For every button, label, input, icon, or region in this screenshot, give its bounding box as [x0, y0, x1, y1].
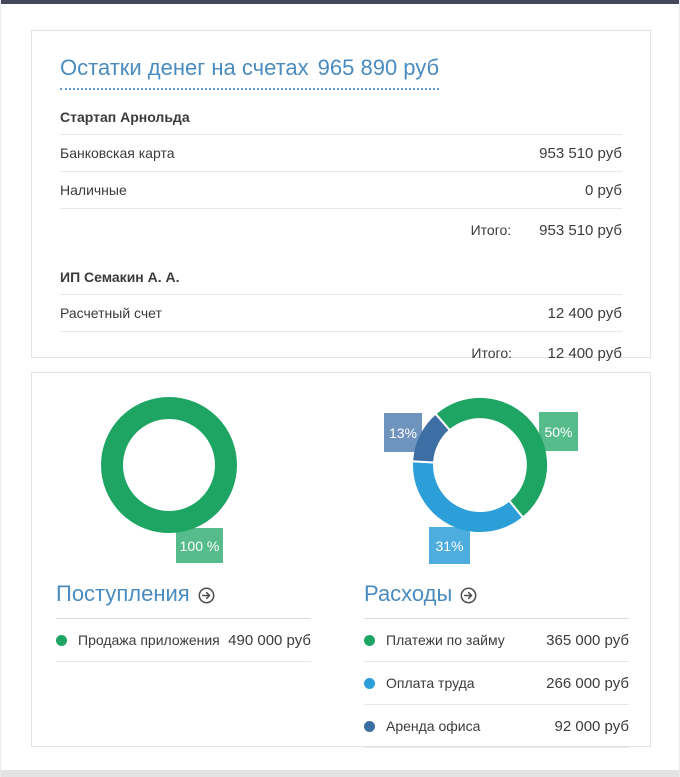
top-accent-bar	[1, 0, 679, 4]
charts-area: 100 % 50% 31% 13%	[32, 373, 650, 579]
total-label: Итого:	[470, 222, 512, 239]
account-group-name: ИП Семакин А. А.	[60, 262, 622, 296]
expenses-heading-link[interactable]: Расходы	[364, 579, 629, 619]
legend-item: Аренда офиса 92 000 руб	[364, 705, 629, 748]
balance-row: Расчетный счет 12 400 руб	[60, 295, 622, 333]
legend-amount: 365 000 руб	[546, 631, 629, 649]
legend-item: Продажа приложения 490 000 руб	[56, 619, 311, 662]
legend-amount: 490 000 руб	[228, 631, 311, 649]
balance-row: Наличные 0 руб	[60, 172, 622, 210]
balances-table: Стартап Арнольда Банковская карта 953 51…	[60, 102, 622, 374]
balances-title-link[interactable]: Остатки денег на счетах 965 890 руб	[60, 55, 440, 91]
legend-dot	[364, 634, 375, 646]
legend-amount: 266 000 руб	[546, 674, 629, 692]
income-heading-link[interactable]: Поступления	[56, 579, 311, 619]
expenses-percent-label-loan: 50%	[539, 412, 578, 451]
legend-label: Продажа приложения	[78, 632, 220, 648]
balances-card: Остатки денег на счетах 965 890 руб Старт…	[31, 30, 651, 362]
group-name-text: ИП Семакин А. А.	[60, 269, 180, 286]
legend-label: Аренда офиса	[386, 718, 481, 734]
account-amount: 953 510 руб	[539, 144, 622, 162]
total-amount: 12 400 руб	[547, 344, 622, 362]
legend-amount: 92 000 руб	[554, 717, 629, 735]
account-amount: 0 руб	[585, 181, 622, 199]
expenses-heading: Расходы	[364, 581, 453, 606]
legend-label: Оплата труда	[386, 675, 475, 691]
balances-total-amount: 965 890 руб	[317, 55, 440, 80]
legend-item: Оплата труда 266 000 руб	[364, 662, 629, 705]
group-total-row: Итого: 12 400 руб	[60, 332, 622, 374]
account-label: Наличные	[60, 182, 127, 199]
group-name-text: Стартап Арнольда	[60, 109, 190, 126]
income-donut-chart[interactable]	[99, 395, 239, 535]
account-group-name: Стартап Арнольда	[60, 102, 622, 136]
income-heading: Поступления	[56, 581, 190, 606]
expenses-percent-label-salary: 31%	[429, 527, 470, 564]
income-column: Поступления Продажа приложения 490 000 р…	[56, 579, 311, 748]
expenses-percent-label-rent: 13%	[384, 413, 422, 452]
account-amount: 12 400 руб	[547, 304, 622, 322]
legend-dot	[56, 634, 67, 646]
legend-item: Платежи по займу 365 000 руб	[364, 619, 629, 662]
legend-label: Платежи по займу	[386, 632, 505, 648]
account-label: Расчетный счет	[60, 305, 162, 322]
circle-arrow-right-icon	[460, 587, 477, 604]
bottom-scroll-bar[interactable]	[1, 770, 679, 777]
account-label: Банковская карта	[60, 145, 175, 162]
circle-arrow-right-icon	[198, 587, 215, 604]
legend-lists: Поступления Продажа приложения 490 000 р…	[32, 579, 650, 748]
expenses-column: Расходы Платежи по займу 365 000 руб	[364, 579, 629, 748]
income-percent-label: 100 %	[176, 528, 223, 563]
expenses-donut-chart[interactable]	[410, 395, 550, 535]
group-total-row: Итого: 953 510 руб	[60, 209, 622, 251]
balances-title: Остатки денег на счетах	[60, 55, 309, 80]
total-label: Итого:	[471, 345, 512, 362]
total-amount: 953 510 руб	[539, 221, 622, 239]
legend-dot	[364, 677, 375, 689]
balance-row: Банковская карта 953 510 руб	[60, 135, 622, 173]
charts-card: 100 % 50% 31% 13% Поступления	[31, 372, 651, 748]
legend-dot	[364, 720, 375, 732]
